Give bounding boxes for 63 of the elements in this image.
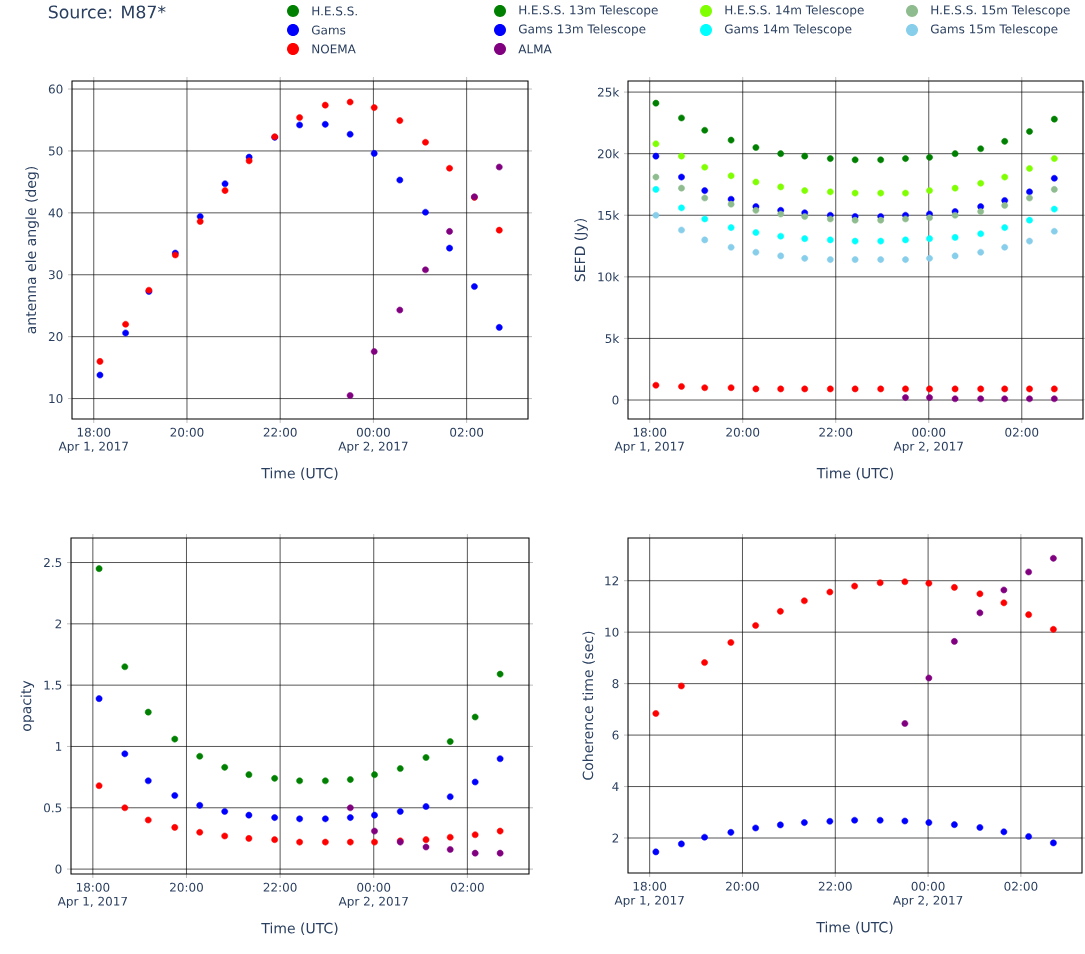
x-tick-label: 02:00 [450,427,484,437]
x-tick-label: 22:00 [263,882,297,892]
x-tick-label: 02:00 [450,882,484,892]
y-tick-label: 0.5 [44,803,62,813]
y-axis-title: Coherence time (sec) [582,631,595,780]
x-tick-label: 02:00 [1004,881,1038,891]
legend-label: Gams 15m Telescope [930,24,1058,36]
y-tick-label: 5k [605,333,620,344]
y-tick-label: 2 [55,619,62,629]
x-tick-label: 18:00 Apr 1, 2017 [58,427,128,454]
y-axis-title: antenna ele angle (deg) [25,166,39,334]
y-tick-label: 50 [48,146,63,156]
y-tick-label: 20 [48,332,63,342]
legend-label: NOEMA [312,44,356,54]
x-tick-label: 18:00 Apr 1, 2017 [57,882,127,909]
x-axis-title: Time (UTC) [816,921,893,935]
y-tick-label: 6 [612,730,619,740]
x-tick-label: 00:00 Apr 2, 2017 [893,427,963,454]
legend-label: Gams [311,25,346,35]
y-tick-label: 2 [612,833,619,843]
y-tick-label: 4 [612,782,619,791]
chart-title: Source: M87* [48,5,166,19]
legend-label: H.E.S.S. 15m Telescope [931,5,1070,17]
legend-label: H.E.S.S. [312,6,357,16]
y-axis-title: SEFD (Jy) [574,219,588,282]
y-tick-label: 20k [597,149,620,159]
x-tick-label: 20:00 [726,881,759,891]
legend-label: Gams 14m Telescope [724,24,852,36]
legend-label: H.E.S.S. 14m Telescope [725,5,864,17]
y-tick-label: 1 [55,742,62,751]
x-tick-label: 18:00 Apr 1, 2017 [614,881,684,908]
legend-label: Gams 13m Telescope [518,24,646,36]
y-tick-label: 8 [612,679,619,689]
y-tick-label: 10 [49,394,63,404]
x-axis-title: Time (UTC) [261,922,338,936]
x-tick-label: 02:00 [1005,427,1039,437]
x-tick-label: 20:00 [170,427,204,437]
y-tick-label: 1.5 [44,680,62,690]
y-tick-label: 15k [598,210,620,220]
y-tick-label: 0 [55,864,62,874]
x-tick-label: 20:00 [726,427,760,437]
y-tick-label: 12 [605,576,619,586]
y-tick-label: 25k [597,87,620,97]
y-tick-label: 0 [612,395,619,405]
x-tick-label: 22:00 [818,881,852,891]
y-tick-label: 40 [48,208,63,218]
y-tick-label: 10 [605,627,619,637]
legend-label: H.E.S.S. 13m Telescope [519,5,658,17]
x-tick-label: 20:00 [170,882,203,892]
y-tick-label: 60 [48,84,63,94]
x-tick-label: 00:00 Apr 2, 2017 [338,427,408,454]
y-axis-title: opacity [20,680,35,731]
x-tick-label: 18:00 Apr 1, 2017 [614,427,684,454]
x-tick-label: 00:00 Apr 2, 2017 [892,881,963,908]
x-tick-label: 22:00 [819,427,853,437]
x-axis-title: Time (UTC) [816,467,894,481]
legend-label: ALMA [518,44,552,54]
x-tick-label: 22:00 [263,427,297,437]
x-axis-title: Time (UTC) [261,467,338,481]
x-tick-label: 00:00 Apr 2, 2017 [338,882,408,909]
y-tick-label: 2.5 [44,557,62,568]
y-tick-label: 10k [598,272,620,282]
y-tick-label: 30 [48,270,63,280]
